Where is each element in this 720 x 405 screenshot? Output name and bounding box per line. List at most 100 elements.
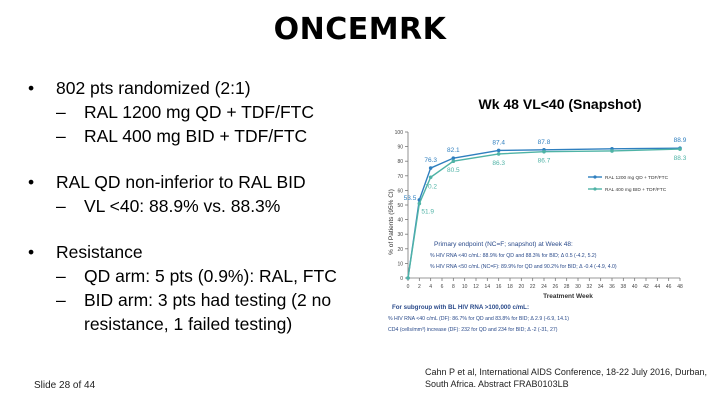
data-label: 51.9 [421, 209, 434, 216]
x-tick-label: 30 [575, 284, 581, 290]
y-axis-label: % of Patients (95% CI) [388, 189, 395, 255]
line-chart: % of Patients (95% CI) Treatment Week 0 1… [388, 130, 687, 333]
x-tick-label: 26 [553, 284, 559, 290]
annotation-text: % HIV RNA <40 c/mL: 88.9% for QD and 88.… [430, 253, 597, 259]
data-label: 70.2 [424, 183, 437, 190]
sub-bullet-text: QD arm: 5 pts (0.9%): RAL, FTC [84, 266, 337, 286]
bullet-item: • RAL QD non-inferior to RAL BID [28, 170, 368, 194]
slide-title: ONCEMRK [273, 12, 447, 47]
data-point [451, 156, 456, 160]
bullet-dot: • [28, 78, 35, 98]
data-label: 87.8 [538, 139, 551, 146]
sub-bullet-item: – BID arm: 3 pts had testing (2 no resist… [28, 288, 368, 336]
x-tick-label: 24 [541, 284, 547, 290]
sub-bullet-text: RAL 1200 mg QD + TDF/FTC [84, 102, 314, 122]
chart-title: Wk 48 VL<40 (Snapshot) [478, 96, 642, 112]
data-point [428, 175, 433, 180]
data-point [417, 201, 422, 206]
y-tick-label: 80 [397, 159, 403, 165]
legend-marker [593, 187, 597, 191]
dash-marker: – [56, 290, 66, 310]
x-tick-label: 36 [609, 284, 615, 290]
x-axis-label: Treatment Week [543, 293, 593, 300]
y-tick-label: 40 [397, 218, 403, 224]
footnote-text: CD4 (cells/mm³) increase (DF): 232 for Q… [388, 327, 558, 333]
x-tick-label: 40 [632, 284, 638, 290]
y-tick-label: 10 [397, 261, 403, 267]
x-tick-label: 2 [418, 284, 421, 290]
data-point [496, 152, 501, 156]
dash-marker: – [56, 126, 66, 146]
x-tick-label: 4 [429, 284, 432, 290]
x-tick-label: 42 [643, 284, 649, 290]
footnote-text: For subgroup with BL HIV RNA >100,000 c/… [392, 304, 529, 311]
footnote-text: % HIV RNA <40 c/mL (DF): 86.7% for QD an… [388, 316, 569, 322]
bullet-dot: • [28, 172, 35, 192]
y-tick-label: 30 [397, 232, 403, 238]
data-point [451, 159, 456, 163]
x-tick-label: 14 [485, 284, 491, 290]
dash-marker: – [56, 102, 66, 122]
data-label: 82.1 [447, 147, 460, 154]
data-label: 80.5 [447, 167, 460, 174]
bullet-item: • 802 pts randomized (2:1) [28, 76, 368, 100]
x-tick-label: 46 [666, 284, 672, 290]
x-tick-label: 6 [441, 284, 444, 290]
y-tick-label: 100 [395, 130, 404, 136]
series-line [407, 147, 681, 279]
data-point [428, 166, 433, 170]
x-tick-label: 32 [587, 284, 593, 290]
data-label: 53.5 [404, 195, 417, 202]
dash-marker: – [56, 196, 66, 216]
data-point [610, 149, 614, 153]
data-point [496, 148, 501, 153]
x-tick-label: 20 [519, 284, 525, 290]
sub-bullet-item: – VL <40: 88.9% vs. 88.3% [28, 194, 368, 218]
y-tick-label: 50 [397, 203, 403, 209]
data-point [678, 147, 682, 151]
bullet-dot: • [28, 242, 35, 262]
y-tick-label: 70 [397, 174, 403, 180]
sub-bullet-text: BID arm: 3 pts had testing (2 no resista… [84, 290, 332, 334]
sub-bullet-item: – RAL 1200 mg QD + TDF/FTC [28, 100, 368, 124]
data-label: 76.3 [424, 157, 437, 164]
annotation-text: % HIV RNA <50 c/mL (NC=F): 89.9% for QD … [430, 264, 617, 270]
annotation-text: Primary endpoint (NC=F; snapshot) at Wee… [434, 241, 573, 248]
bullet-text: Resistance [56, 242, 143, 262]
x-tick-label: 44 [655, 284, 661, 290]
x-tick-label: 28 [564, 284, 570, 290]
x-tick-label: 0 [407, 284, 410, 290]
citation: Cahn P et al, International AIDS Confere… [425, 367, 708, 389]
y-tick-label: 60 [397, 188, 403, 194]
x-tick-label: 16 [496, 284, 502, 290]
sub-bullet-text: VL <40: 88.9% vs. 88.3% [84, 196, 281, 216]
x-tick-label: 18 [507, 284, 513, 290]
data-label: 86.7 [538, 158, 551, 165]
x-tick-label: 22 [530, 284, 536, 290]
data-label: 86.3 [492, 160, 505, 167]
legend-label: RAL 400 mg BID + TDF/FTC [605, 187, 667, 193]
x-tick-label: 34 [598, 284, 604, 290]
sub-bullet-item: – RAL 400 mg BID + TDF/FTC [28, 124, 368, 148]
series-line [407, 148, 681, 279]
sub-bullet-text: RAL 400 mg BID + TDF/FTC [84, 126, 308, 146]
data-label: 88.9 [674, 137, 687, 144]
y-tick-label: 90 [397, 145, 403, 151]
bullet-item: • Resistance [28, 240, 368, 264]
bullet-text: 802 pts randomized (2:1) [56, 78, 251, 98]
legend-marker [593, 175, 597, 179]
bullet-text: RAL QD non-inferior to RAL BID [56, 172, 306, 192]
x-tick-label: 10 [462, 284, 468, 290]
data-label: 87.4 [492, 139, 505, 146]
x-tick-label: 8 [452, 284, 455, 290]
y-tick-label: 20 [397, 247, 403, 253]
data-point [406, 276, 410, 280]
data-point [542, 149, 546, 154]
y-tick-label: 0 [400, 276, 403, 282]
x-tick-label: 38 [621, 284, 627, 290]
dash-marker: – [56, 266, 66, 286]
bullet-list: • 802 pts randomized (2:1) – RAL 1200 mg Q… [28, 76, 368, 336]
legend-label: RAL 1200 mg QD + TDF/FTC [605, 175, 669, 181]
sub-bullet-item: – QD arm: 5 pts (0.9%): RAL, FTC [28, 264, 368, 288]
x-tick-label: 12 [473, 284, 479, 290]
